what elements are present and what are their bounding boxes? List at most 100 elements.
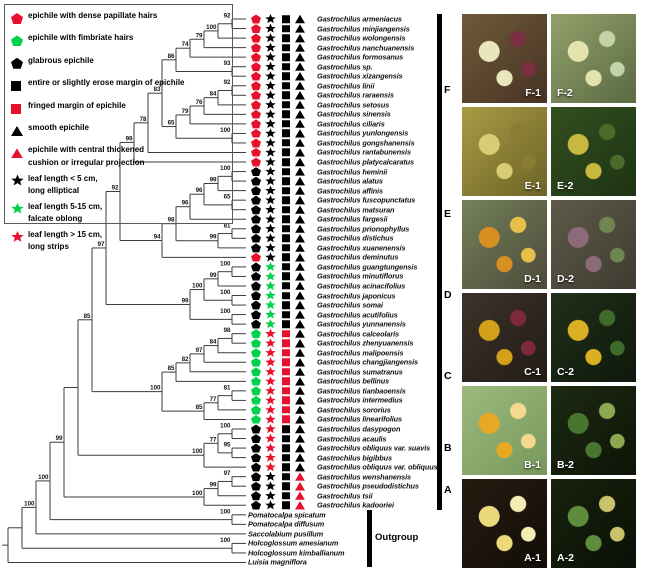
bootstrap-value: 99 [210,272,217,279]
species-row: Gastrochilus setosus [246,99,442,110]
pentagon-icon [251,157,261,167]
triangle-icon [295,62,305,71]
star-icon [265,157,276,167]
pentagon-icon [251,262,261,272]
triangle-icon [295,71,305,81]
pentagon-icon [251,338,261,348]
species-row: Gastrochilus fuscopunctatus [246,195,442,206]
star-icon [265,300,276,310]
species-name: Gastrochilus zhenyuanensis [317,338,414,348]
clade-bar-B [437,424,442,472]
pentagon-icon [251,252,261,262]
square-icon [282,301,290,309]
square-icon [282,43,290,52]
species-name: Gastrochilus linearifolius [317,414,402,424]
square-icon [282,368,290,376]
pentagon-icon [251,414,261,424]
square-icon [282,53,290,61]
species-name: Gastrochilus yunnanensis [317,319,406,329]
photo-B-2: B-2 [551,386,636,475]
legend-item-label: fringed margin of epichile [28,100,126,119]
species-list: Gastrochilus armeniacus Gastrochilus minj… [246,0,446,572]
bootstrap-value: 76 [196,99,203,106]
square-icon [282,377,290,386]
species-name: Gastrochilus formosanus [317,52,404,62]
triangle-icon [295,205,305,214]
triangle-icon [295,14,305,24]
legend-line: glabrous epichile [28,55,94,65]
square-icon [282,186,290,195]
pentagon-icon [251,491,261,501]
species-row: Gastrochilus obliquus var. suavis [246,443,442,454]
pentagon-icon [251,376,261,386]
species-row: Gastrochilus fargesii [246,214,442,225]
triangle-icon [295,33,305,43]
legend-line: smooth epichile [28,122,89,132]
species-name: Gastrochilus setosus [317,100,390,110]
pentagon-icon [251,291,261,300]
pentagon-icon [251,453,261,463]
photo-C-1: C-1 [462,293,547,382]
species-row: Gastrochilus yunlongensis [246,128,442,139]
species-name: Pomatocalpa spicatum [248,510,326,520]
square-icon [282,101,290,109]
bootstrap-value: 100 [38,474,49,481]
species-name: Gastrochilus wolongensis [317,33,406,43]
pentagon-icon [251,329,261,339]
pentagon-icon [251,186,261,196]
species-row: Gastrochilus heminii [246,166,442,177]
bootstrap-value: 85 [196,404,203,411]
pentagon-icon [251,119,261,129]
bootstrap-value: 96 [196,187,203,194]
species-name: Gastrochilus nanchuanensis [317,43,415,53]
species-name: Gastrochilus platycalcaratus [317,157,414,167]
triangle-icon [295,186,305,195]
star-icon [265,471,276,481]
bootstrap-value: 99 [126,135,133,142]
legend-item: leaf length > 15 cm, long strips [11,229,229,254]
bootstrap-value: 99 [182,297,189,304]
species-row: Gastrochilus deminutus [246,252,442,263]
species-name: Gastrochilus sinensis [317,109,391,119]
square-icon [282,81,290,90]
bootstrap-value: 100 [220,165,231,172]
species-name: Gastrochilus fuscopunctatus [317,195,416,205]
triangle-icon [295,81,305,90]
photo-label: B-1 [524,459,541,471]
clade-label-C: C [444,370,452,383]
species-name: Gastrochilus calceolaris [317,329,399,339]
star-icon [265,404,276,415]
species-name: Gastrochilus gongshanensis [317,138,415,148]
pentagon-icon [251,243,261,253]
species-row: Gastrochilus ciliaris [246,118,442,129]
bootstrap-value: 100 [220,289,231,296]
bootstrap-value: 100 [220,537,231,544]
bootstrap-value: 79 [196,32,203,39]
species-row: Gastrochilus tianbaoensis [246,385,442,396]
star-icon [265,204,276,214]
species-row: Luisia magniflora [246,557,442,568]
photo-E-2: E-2 [551,107,636,196]
species-row: Gastrochilus formosanus [246,52,442,63]
bootstrap-value: 85 [84,313,91,320]
star-icon [265,233,276,243]
square-icon [282,72,290,80]
species-name: Gastrochilus sororius [317,405,391,415]
triangle-icon [295,310,305,319]
square-icon [282,320,290,328]
photo-label: C-1 [524,366,541,378]
triangle-icon [295,358,305,367]
species-row: Gastrochilus gongshanensis [246,137,442,148]
species-row: Gastrochilus alatus [246,176,442,187]
pentagon-icon [251,100,261,110]
species-row: Gastrochilus somai [246,300,442,311]
clade-bar-E [437,166,442,263]
species-row: Gastrochilus obliquus var. obliquus [246,462,442,473]
pentagon-icon [251,167,261,177]
pentagon-icon [251,14,261,24]
species-name: Gastrochilus changjiangensis [317,357,419,367]
legend-line: long elliptical [28,185,80,195]
pentagon-icon [251,395,261,405]
species-name: Gastrochilus sumatranus [317,367,403,377]
